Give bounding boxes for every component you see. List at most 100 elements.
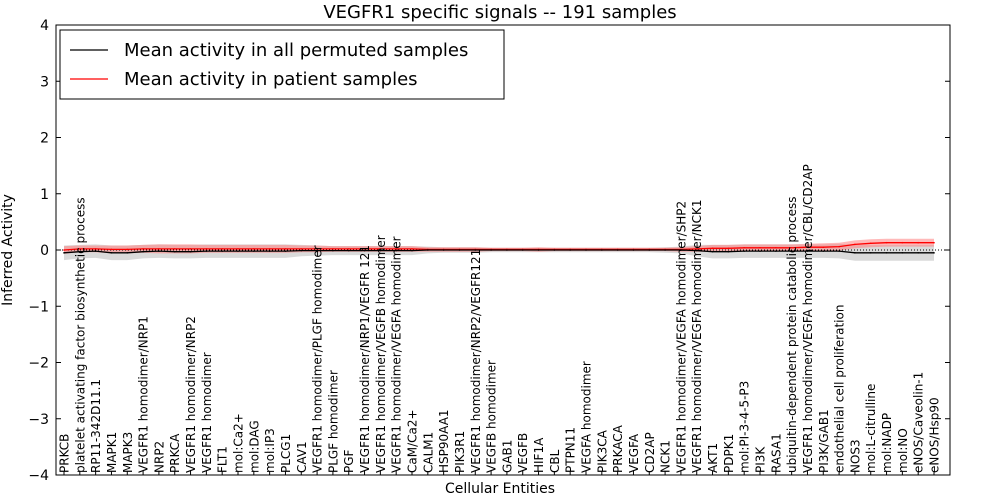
data-point-s1-8	[189, 248, 192, 250]
data-point-s0-34	[601, 249, 603, 251]
x-tick-label: HIF1A	[532, 437, 546, 473]
legend-box	[59, 29, 505, 100]
data-point-s0-32	[569, 249, 571, 251]
x-tick-label: PRKCA	[168, 433, 182, 473]
x-tick-label: VEGFB homodimer	[485, 360, 499, 473]
x-tick-label: VEGFR1 homodimer/NRP1/VEGFR 121	[358, 245, 372, 473]
data-point-s0-38	[664, 249, 666, 251]
data-point-s1-52	[885, 241, 888, 244]
data-point-s0-31	[553, 249, 556, 251]
data-point-s1-16	[316, 248, 318, 250]
y-tick-label: 3	[40, 74, 49, 90]
data-point-s0-4	[126, 252, 129, 254]
x-tick-label: VEGFA homodimer	[580, 361, 594, 473]
data-point-s1-20	[379, 248, 382, 250]
x-tick-label: endothelial cell proliferation	[833, 305, 847, 473]
data-point-s0-33	[585, 249, 587, 251]
data-point-s1-1	[79, 248, 81, 250]
x-tick-label: mol:L-citrulline	[864, 384, 878, 473]
x-tick-label: VEGFR1 homodimer/VEGFA homodimer/SHP2	[674, 201, 688, 473]
data-point-s0-12	[253, 250, 255, 252]
data-point-s1-7	[173, 248, 176, 250]
data-point-s1-54	[917, 241, 919, 244]
y-tick-label: 2	[40, 131, 49, 147]
y-tick-label: −3	[28, 412, 49, 428]
x-tick-label: mol:PI-3-4-5-P3	[738, 381, 752, 473]
data-point-s0-49	[838, 250, 840, 252]
data-point-s1-11	[237, 248, 239, 250]
plot-area	[56, 238, 950, 261]
x-tick-label: HSP90AA1	[437, 409, 451, 473]
y-tick-label: −4	[28, 468, 49, 484]
data-point-s1-2	[94, 248, 97, 250]
series-line-0	[63, 249, 934, 254]
x-axis-label: Cellular Entities	[445, 481, 555, 497]
y-axis: −4 −3 −2 −1 0 1 2 3 4	[28, 18, 950, 484]
data-point-s1-46	[790, 246, 793, 249]
x-tick-label: VEGFR1 homodimer/NRP2/VEGFR121	[469, 249, 483, 473]
data-point-s1-10	[221, 248, 223, 250]
data-point-s0-20	[379, 249, 382, 252]
x-tick-label: AKT1	[706, 443, 720, 473]
data-point-s0-26	[474, 249, 477, 251]
x-tick-label: PLCG1	[279, 434, 293, 473]
x-tick-label: VEGFA	[627, 433, 641, 473]
x-tick-label: PIK3CA	[595, 429, 609, 473]
x-tick-label: PGF	[342, 449, 356, 473]
data-point-s0-21	[395, 249, 397, 252]
x-tick-label: eNOS/Caveolin-1	[912, 372, 926, 473]
data-point-s1-9	[205, 248, 208, 250]
data-point-s1-21	[395, 248, 397, 250]
x-tick-label: NRP2	[152, 441, 166, 473]
data-point-s1-51	[869, 242, 872, 245]
x-tick-label: mol:NADP	[880, 413, 894, 473]
x-tick-label: VEGFR1 homodimer/VEGFA homodimer	[390, 236, 404, 473]
data-point-s1-14	[284, 248, 287, 250]
data-point-s0-10	[221, 250, 223, 252]
data-point-s0-54	[917, 252, 919, 254]
data-point-s0-30	[537, 249, 540, 251]
data-point-s0-13	[268, 250, 271, 252]
data-point-s0-36	[632, 249, 635, 251]
x-tick-label: mol:Ca2+	[232, 413, 246, 473]
data-point-s0-8	[189, 250, 192, 253]
data-point-s0-24	[442, 249, 445, 251]
x-tick-label: VEGFR1 homodimer/VEGFB homodimer	[374, 235, 388, 473]
data-point-s1-42	[727, 247, 730, 250]
x-tick-label: platelet activating factor biosynthetic …	[73, 197, 87, 473]
x-tick-label: RP11-342D11.1	[89, 379, 103, 473]
legend-label-patient: Mean activity in patient samples	[124, 69, 418, 90]
x-tick-label: PLGF homodimer	[326, 370, 340, 473]
data-point-s0-25	[458, 249, 461, 251]
legend: Mean activity in all permuted samples Me…	[59, 29, 505, 100]
data-point-s0-9	[205, 250, 208, 252]
x-tick-label: CaM/Ca2+	[406, 409, 420, 473]
x-axis: PRKCB platelet activating factor biosynth…	[58, 164, 942, 475]
data-point-s0-7	[173, 250, 176, 253]
x-tick-label: MAPK3	[121, 432, 135, 473]
x-tick-label: PRKCB	[58, 434, 72, 473]
data-point-s1-3	[110, 248, 113, 251]
data-point-s1-49	[838, 245, 840, 248]
data-point-s0-29	[521, 249, 524, 251]
data-point-s1-45	[775, 246, 777, 249]
data-point-s0-27	[490, 249, 492, 251]
data-point-s1-43	[743, 246, 745, 249]
x-tick-label: PRKACA	[611, 424, 625, 473]
x-tick-label: PDPK1	[722, 434, 736, 473]
data-point-s1-41	[711, 247, 714, 250]
data-point-s0-0	[63, 252, 65, 254]
y-tick-label: −2	[28, 356, 49, 372]
data-point-s0-43	[743, 250, 745, 252]
data-point-s1-53	[901, 241, 904, 244]
x-tick-label: eNOS/Hsp90	[928, 397, 942, 473]
x-tick-label: PTPN11	[564, 427, 578, 473]
data-point-s0-3	[110, 252, 113, 254]
x-tick-label: CALM1	[421, 432, 435, 473]
x-tick-label: CAV1	[295, 441, 309, 473]
data-point-s0-52	[885, 252, 888, 254]
x-tick-label: VEGFB	[516, 433, 530, 473]
x-tick-label: mol:NO	[896, 428, 910, 473]
data-point-s0-23	[427, 249, 429, 251]
y-tick-label: 1	[40, 187, 49, 203]
